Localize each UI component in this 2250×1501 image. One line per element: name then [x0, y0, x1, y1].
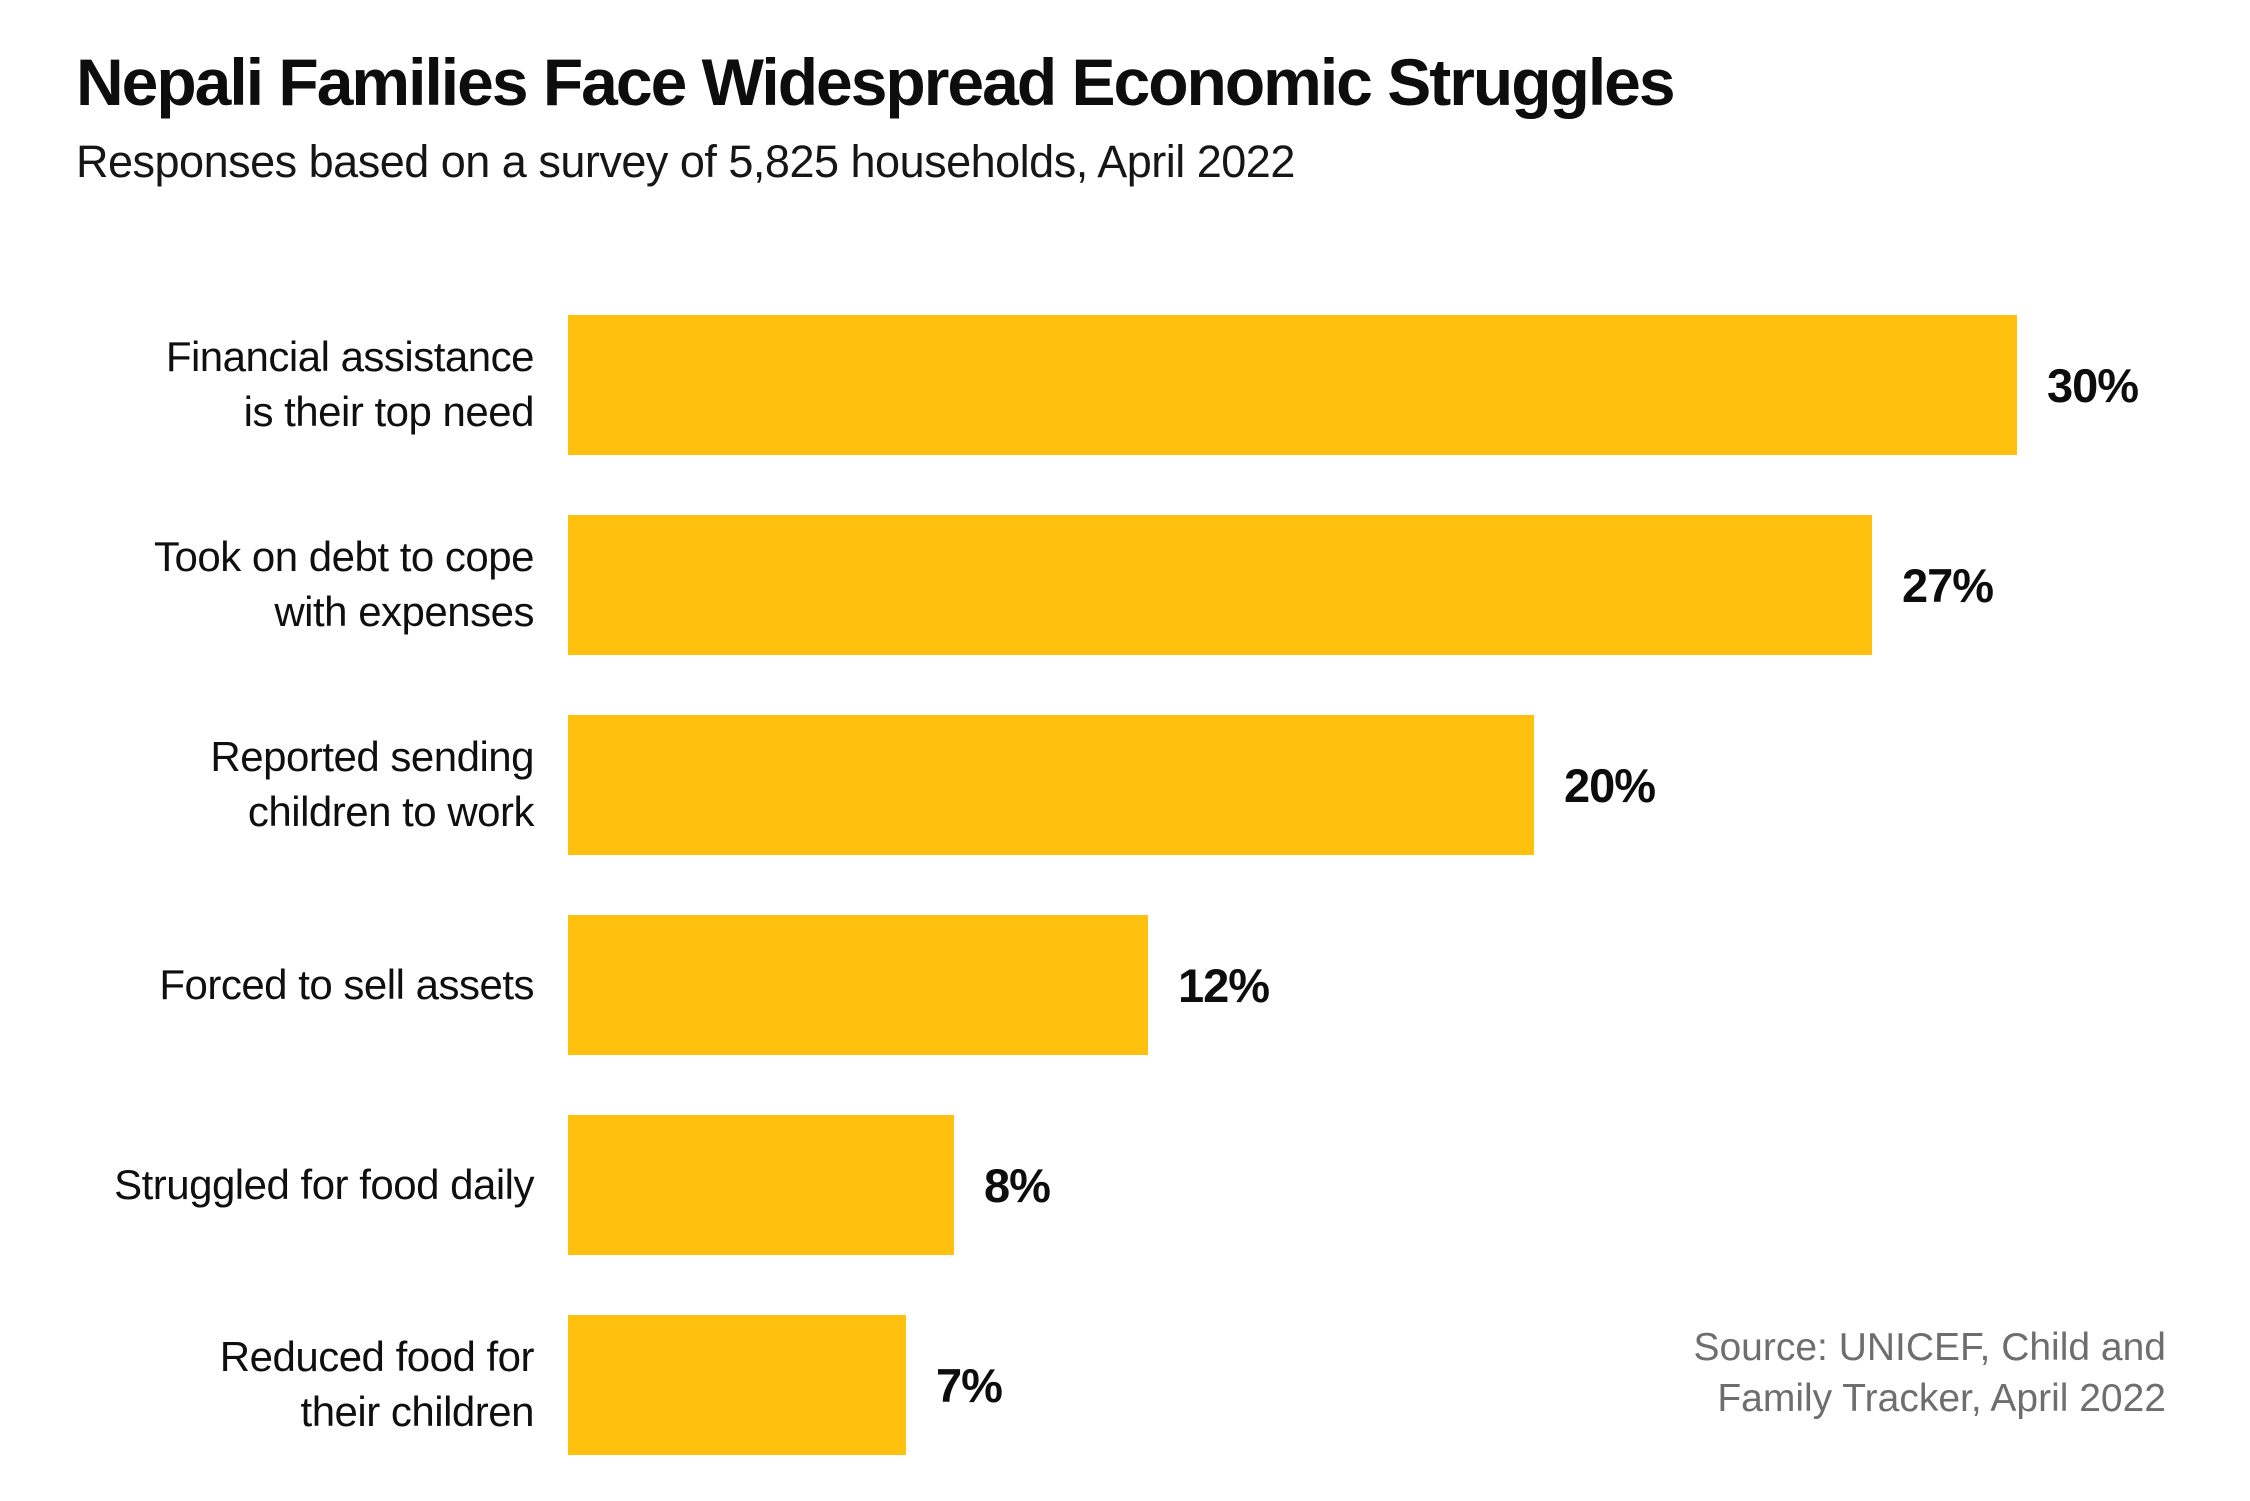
- chart-subtitle: Responses based on a survey of 5,825 hou…: [76, 135, 1295, 187]
- bar-took-on-debt: [568, 515, 1872, 655]
- category-label: Took on debt to cope with expenses: [154, 533, 534, 635]
- value-label: 8%: [984, 1158, 1051, 1212]
- category-label: Struggled for food daily: [114, 1160, 534, 1208]
- bar-row-struggled-for-food: Struggled for food daily 8%: [76, 1115, 2174, 1255]
- bar-chart: Financial assistance is their top need 3…: [76, 315, 2174, 1455]
- category-label: Reported sending children to work: [210, 733, 534, 835]
- bar-financial-assistance: [568, 315, 2017, 455]
- bar-row-financial-assistance: Financial assistance is their top need 3…: [76, 315, 2174, 455]
- category-label: Reduced food for their children: [219, 1333, 535, 1435]
- bar-struggled-for-food: [568, 1115, 954, 1255]
- category-label: Financial assistance is their top need: [165, 333, 535, 435]
- value-label: 30%: [2047, 358, 2139, 412]
- bar-row-reduced-food: Reduced food for their children 7%: [76, 1315, 2174, 1455]
- value-label: 27%: [1902, 558, 1994, 612]
- value-label: 20%: [1564, 758, 1656, 812]
- bar-row-sell-assets: Forced to sell assets 12%: [76, 915, 2174, 1055]
- chart-title: Nepali Families Face Widespread Economic…: [76, 45, 1676, 119]
- category-label: Forced to sell assets: [159, 960, 534, 1008]
- source-attribution: Source: UNICEF, Child and Family Tracker…: [1693, 1326, 2166, 1421]
- bar-row-children-to-work: Reported sending children to work 20%: [76, 715, 2174, 855]
- chart-header: Nepali Families Face Widespread Economic…: [76, 45, 2174, 188]
- bar-children-to-work: [568, 715, 1534, 855]
- value-label: 7%: [936, 1358, 1003, 1412]
- bar-sell-assets: [568, 915, 1148, 1055]
- bar-reduced-food: [568, 1315, 906, 1455]
- bar-row-took-on-debt: Took on debt to cope with expenses 27%: [76, 515, 2174, 655]
- value-label: 12%: [1178, 958, 1270, 1012]
